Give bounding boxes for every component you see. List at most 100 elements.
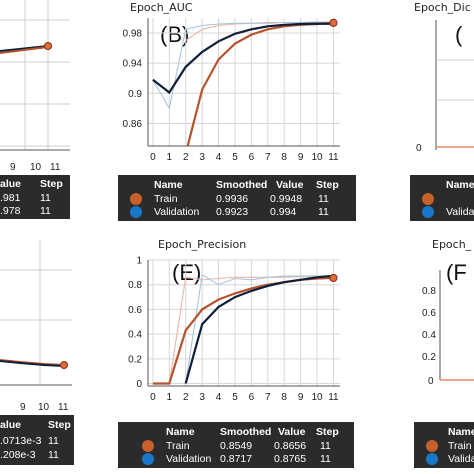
x-tick-label: 7 bbox=[265, 152, 271, 163]
y-tick-label: 0.9 bbox=[128, 89, 142, 100]
y-tick-label: 0 bbox=[136, 379, 142, 390]
train-color-dot bbox=[130, 193, 142, 205]
table-cell: Validation bbox=[166, 453, 212, 465]
x-tick-label: 10 bbox=[311, 392, 323, 403]
x-tick-label: 1 bbox=[167, 392, 173, 403]
table-cell: .981 bbox=[0, 192, 21, 204]
table-header: Step bbox=[316, 179, 339, 191]
panel-c-plot: 0 bbox=[416, 20, 474, 154]
end-marker bbox=[329, 273, 338, 283]
x-tick-label: 5 bbox=[232, 392, 238, 403]
y-tick-label: 0.8 bbox=[422, 286, 436, 297]
table-cell: 0.8717 bbox=[220, 453, 253, 465]
x-tick-label: 2 bbox=[183, 392, 189, 403]
y-tick-label: 0.6 bbox=[128, 305, 142, 316]
train-color-dot bbox=[142, 440, 154, 452]
panel-a-line-validation bbox=[0, 45, 49, 52]
y-tick-label: 0 bbox=[416, 143, 422, 154]
y-tick-label: 0.98 bbox=[123, 29, 143, 40]
validation-color-dot bbox=[130, 206, 142, 218]
table-cell: .0713e-3 bbox=[0, 435, 42, 447]
panel-a-x-tick: 11 bbox=[50, 162, 61, 173]
table-cell: .208e-3 bbox=[0, 449, 36, 461]
x-tick-label: 9 bbox=[298, 152, 304, 163]
table-header: Name bbox=[154, 179, 183, 191]
table-header: alue bbox=[0, 419, 22, 431]
table-header: Value bbox=[276, 179, 304, 191]
x-tick-label: 5 bbox=[232, 152, 238, 163]
panel-a-end-marker bbox=[44, 42, 52, 50]
chart-title: Epoch_Precision bbox=[158, 238, 247, 251]
table-cell: 11 bbox=[48, 449, 59, 461]
table-header: Step bbox=[40, 178, 63, 190]
panel-label: (E) bbox=[172, 260, 202, 285]
end-marker bbox=[329, 18, 338, 27]
table-header: Step bbox=[48, 419, 71, 431]
y-tick-label: 0.2 bbox=[128, 354, 142, 365]
table-cell: 11 bbox=[320, 440, 331, 452]
panel-a-x-tick: 9 bbox=[10, 162, 16, 173]
x-tick-label: 6 bbox=[249, 152, 255, 163]
table-cell: 0.994 bbox=[270, 206, 297, 218]
table-cell: 11 bbox=[40, 205, 51, 217]
series-line-train-raw bbox=[152, 276, 334, 385]
panel-label: (F bbox=[446, 260, 467, 285]
validation-color-dot bbox=[142, 453, 154, 465]
panel-d-x-tick: 9 bbox=[20, 402, 26, 413]
table-cell: Train bbox=[166, 440, 190, 452]
panel-f-table: Name Train Validat bbox=[414, 422, 474, 468]
table-cell: Train bbox=[154, 193, 178, 205]
x-tick-label: 1 bbox=[167, 152, 173, 163]
table-header: Name bbox=[446, 179, 474, 191]
x-tick-label: 3 bbox=[199, 392, 205, 403]
y-tick-label: 0.94 bbox=[123, 59, 143, 70]
y-tick-label: 0.86 bbox=[123, 119, 143, 130]
panel-b-table: Name Smoothed Value Step Train 0.9936 0.… bbox=[118, 175, 356, 221]
table-cell: 0.8765 bbox=[274, 453, 307, 465]
panel-d-end-marker bbox=[60, 361, 68, 369]
panel-c-table: Name Validat bbox=[410, 175, 474, 221]
chart-title: Epoch_AUC bbox=[130, 1, 193, 14]
x-tick-label: 9 bbox=[298, 392, 304, 403]
series-line-validation-raw bbox=[152, 21, 334, 110]
table-cell: 11 bbox=[318, 206, 329, 218]
table-cell: 0.9936 bbox=[216, 193, 249, 205]
train-color-dot bbox=[422, 193, 434, 205]
panel-d-x-tick: 10 bbox=[38, 402, 50, 413]
x-tick-label: 7 bbox=[265, 392, 271, 403]
table-cell: 11 bbox=[320, 453, 331, 465]
x-tick-label: 10 bbox=[311, 152, 323, 163]
y-tick-label: 0.4 bbox=[128, 330, 142, 341]
series-line-train bbox=[186, 21, 334, 146]
table-cell: 0.8656 bbox=[274, 440, 307, 452]
panel-b-plot: 0 1 2 3 4 5 6 7 8 9 10 11 0.98 0.94 0.9 0.86 bbox=[123, 18, 340, 163]
table-header: Name bbox=[448, 426, 474, 438]
panel-e-table: Name Smoothed Value Step Train 0.8549 0.… bbox=[118, 422, 354, 468]
panel-d-table: alue Step .0713e-3 11 .208e-3 11 bbox=[0, 415, 74, 465]
x-tick-label: 11 bbox=[328, 152, 339, 163]
x-tick-label: 11 bbox=[328, 392, 339, 403]
table-cell: 11 bbox=[318, 193, 329, 205]
series-line-validation bbox=[184, 274, 334, 384]
table-header: Smoothed bbox=[216, 179, 268, 191]
x-tick-label: 4 bbox=[216, 152, 222, 163]
table-cell: Validat bbox=[446, 206, 474, 218]
panel-label: ( bbox=[455, 22, 463, 47]
panel-a-line-train bbox=[0, 46, 49, 54]
panel-a-table: alue Step .981 11 .978 11 bbox=[0, 175, 70, 219]
y-tick-label: 0.6 bbox=[422, 308, 436, 319]
table-cell: Validat bbox=[448, 453, 474, 465]
x-tick-label: 0 bbox=[150, 152, 156, 163]
y-tick-label: 0.2 bbox=[422, 352, 436, 363]
x-tick-label: 8 bbox=[281, 152, 287, 163]
x-tick-label: 0 bbox=[150, 392, 156, 403]
panel-f-plot: 0.8 0.6 0.4 0.2 0 bbox=[422, 270, 474, 387]
chart-title: Epoch_ bbox=[432, 238, 472, 251]
panel-a-plot: 9 10 11 bbox=[0, 0, 70, 173]
table-cell: 0.9948 bbox=[270, 193, 303, 205]
series-line-validation bbox=[152, 22, 334, 95]
x-tick-label: 8 bbox=[281, 392, 287, 403]
table-cell: .978 bbox=[0, 205, 21, 217]
x-tick-label: 3 bbox=[199, 152, 205, 163]
